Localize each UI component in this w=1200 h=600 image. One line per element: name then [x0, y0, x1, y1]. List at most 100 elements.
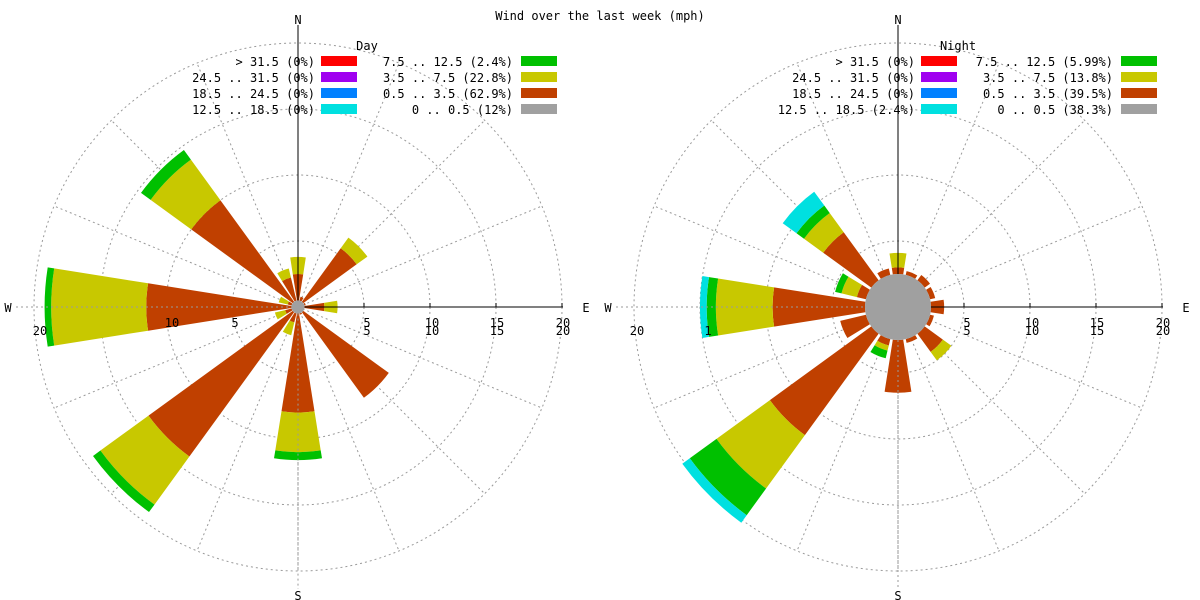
tick-label: 20: [630, 324, 644, 338]
sector-202.5-yellow: [874, 340, 889, 351]
sector-292.5-brown: [287, 301, 293, 306]
legend-swatch: [321, 72, 357, 82]
legend-swatch: [1121, 104, 1157, 114]
compass-s: S: [294, 589, 301, 600]
sector-157.5-brown: [905, 335, 918, 343]
grid-spoke: [53, 205, 299, 308]
legend-label: 7.5 .. 12.5 (5.99%): [976, 55, 1113, 69]
legend-label: 18.5 .. 24.5 (0%): [192, 87, 315, 101]
sector-22.5-brown: [299, 296, 304, 302]
legend-swatch: [921, 72, 957, 82]
legend-label: 12.5 .. 18.5 (0%): [192, 103, 315, 117]
chart-title: Wind over the last week (mph): [495, 9, 705, 23]
sector-45-brown: [301, 248, 357, 304]
sector-270-yellow: [51, 268, 149, 346]
sector-180-yellow: [275, 411, 321, 453]
legend-swatch: [1121, 56, 1157, 66]
legend-label: 24.5 .. 31.5 (0%): [792, 71, 915, 85]
grid-spoke: [110, 119, 299, 308]
sector-202.5-green: [870, 345, 888, 359]
sector-225-brown: [148, 310, 295, 457]
tick-label: 15: [490, 324, 504, 338]
tick-label: 10: [425, 316, 439, 330]
sector-67.5-brown: [926, 287, 936, 300]
legend-swatch: [321, 104, 357, 114]
sector-247.5-brown: [285, 308, 293, 314]
sector-225-brown: [769, 326, 879, 436]
tick-label: 5: [231, 316, 238, 330]
compass-n: N: [294, 13, 301, 27]
sector-292.5-green: [835, 273, 849, 294]
legend-swatch: [1121, 72, 1157, 82]
grid-spoke: [297, 306, 400, 552]
sector-292.5-yellow: [841, 276, 862, 298]
legend-label: 0 .. 0.5 (38.3%): [997, 103, 1113, 117]
tick-label: 10: [1025, 324, 1039, 338]
grid-spoke: [710, 119, 899, 308]
legend-swatch: [921, 104, 957, 114]
legend-swatch: [521, 88, 557, 98]
legend-label: 0.5 .. 3.5 (39.5%): [983, 87, 1113, 101]
legend-label: 18.5 .. 24.5 (0%): [792, 87, 915, 101]
sector-315-cyan: [782, 191, 825, 234]
sector-337.5-yellow: [277, 268, 291, 282]
tick-label: 20: [556, 324, 570, 338]
legend-swatch: [321, 56, 357, 66]
sector-112.5-brown: [926, 314, 934, 327]
sector-315-yellow: [804, 213, 844, 253]
compass-s: S: [894, 589, 901, 600]
tick-label: 20: [556, 316, 570, 330]
tick-label: 20: [1156, 316, 1170, 330]
calm-circle: [291, 300, 305, 314]
sector-45-yellow: [340, 237, 368, 265]
tick-label: 5: [963, 316, 970, 330]
sector-135-yellow: [930, 339, 952, 361]
grid-spoke: [53, 306, 299, 409]
legend: > 31.5 (0%) 7.5 .. 12.5 (5.99%) 24.5 .. 31…: [778, 55, 1157, 117]
compass-w: W: [4, 301, 12, 315]
sector-247.5-yellow: [274, 310, 287, 320]
sector-337.5-brown: [877, 268, 891, 279]
sector-135-brown: [917, 326, 943, 352]
tick-label: 10: [165, 316, 179, 330]
sector-270-brown: [772, 287, 866, 327]
grid-spoke: [297, 205, 543, 308]
tick-label: 10: [1025, 316, 1039, 330]
sector-157.5-brown: [299, 312, 303, 315]
sector-315-yellow: [150, 159, 221, 230]
grid-spoke: [897, 119, 1086, 308]
tick-label: 1: [704, 324, 711, 338]
legend-label: 24.5 .. 31.5 (0%): [192, 71, 315, 85]
sector-270-yellow: [715, 278, 775, 336]
tick-label: 5: [363, 324, 370, 338]
sector-225-yellow: [100, 415, 190, 505]
sector-270-cyan: [699, 276, 709, 338]
grid-spoke: [897, 306, 1086, 495]
legend-label: 12.5 .. 18.5 (2.4%): [778, 103, 915, 117]
compass-w: W: [604, 301, 612, 315]
grid-spoke: [897, 205, 1143, 308]
legend-label: 0.5 .. 3.5 (62.9%): [383, 87, 513, 101]
compass-e: E: [1182, 301, 1189, 315]
sector-315-green: [141, 150, 191, 200]
grid-spoke: [297, 119, 486, 308]
sector-22.5-brown: [905, 271, 918, 279]
grid-spoke: [297, 306, 543, 409]
legend-label: 3.5 .. 7.5 (22.8%): [383, 71, 513, 85]
sector-292.5-yellow: [278, 296, 289, 305]
sector-225-cyan: [682, 458, 747, 523]
tick-label: 5: [363, 316, 370, 330]
legend-label: 7.5 .. 12.5 (2.4%): [383, 55, 513, 69]
sector-202.5-yellow: [282, 320, 295, 336]
legend-swatch: [521, 72, 557, 82]
grid-spoke: [297, 62, 400, 308]
tick-label: 5: [963, 324, 970, 338]
calm-circle: [865, 274, 931, 340]
legend-swatch: [521, 104, 557, 114]
legend-label: 3.5 .. 7.5 (13.8%): [983, 71, 1113, 85]
sector-67.5-brown: [303, 302, 306, 306]
grid-spoke: [196, 306, 299, 552]
legend-swatch: [321, 88, 357, 98]
